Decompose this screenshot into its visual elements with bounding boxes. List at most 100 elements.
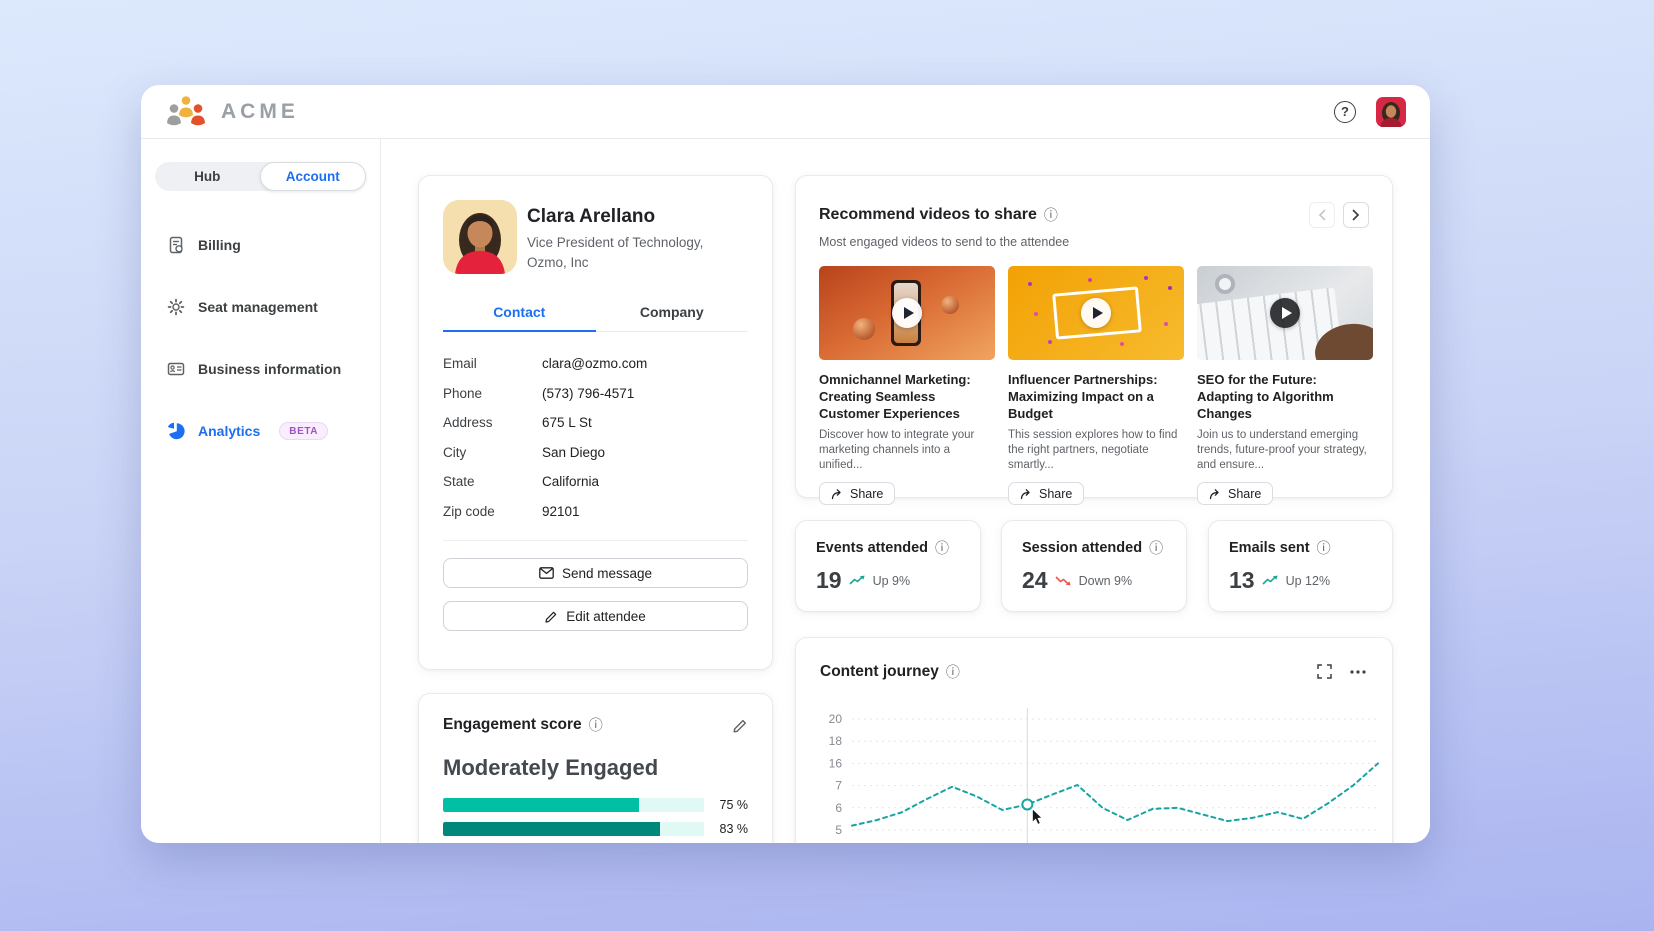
stat-trend-label: Up 9% — [872, 573, 911, 588]
sidebar-item-business-information[interactable]: Business information — [155, 351, 366, 387]
stat-trend-label: Up 12% — [1285, 573, 1331, 588]
sidebar-item-billing[interactable]: Billing — [155, 227, 366, 263]
content-journey-chart[interactable]: 20 18 16 7 6 5 — [796, 700, 1394, 843]
info-icon[interactable]: ⓘ — [588, 717, 603, 733]
stat-value: 19 — [816, 567, 842, 593]
video-tile: Influencer Partnerships: Maximizing Impa… — [1008, 266, 1184, 506]
svg-text:5: 5 — [835, 823, 842, 837]
sidebar-item-label: Billing — [198, 237, 241, 253]
video-tile: Omnichannel Marketing: Creating Seamless… — [819, 266, 995, 506]
pencil-icon — [545, 611, 557, 623]
video-tile: SEO for the Future: Adapting to Algorith… — [1197, 266, 1373, 506]
more-options-button[interactable] — [1348, 668, 1368, 676]
play-icon[interactable] — [892, 298, 922, 328]
field-row-address: Address 675 L St — [443, 408, 748, 438]
field-row-state: State California — [443, 467, 748, 497]
field-label: Zip code — [443, 503, 495, 519]
field-row-city: City San Diego — [443, 438, 748, 468]
share-icon — [831, 489, 841, 500]
sidebar-item-label: Business information — [198, 361, 342, 377]
svg-text:16: 16 — [829, 756, 843, 770]
field-value: 675 L St — [542, 415, 592, 431]
chevron-right-icon — [1352, 209, 1360, 221]
stat-trend-label: Down 9% — [1078, 573, 1133, 588]
engagement-bar-row: 83 % — [443, 822, 748, 836]
video-description: Join us to understand emerging trends, f… — [1197, 428, 1367, 471]
video-thumbnail[interactable] — [1197, 266, 1373, 360]
stat-title: Session attended — [1022, 540, 1143, 556]
send-message-label: Send message — [561, 565, 653, 581]
info-icon[interactable]: ⓘ — [1043, 207, 1058, 223]
field-row-email: Email clara@ozmo.com — [443, 349, 748, 379]
field-value: clara@ozmo.com — [542, 356, 648, 372]
field-value: California — [542, 474, 600, 490]
video-thumbnail[interactable] — [1008, 266, 1184, 360]
carousel-prev-button[interactable] — [1309, 202, 1335, 228]
video-title: Influencer Partnerships: Maximizing Impa… — [1008, 372, 1158, 421]
attendee-tabs: Contact Company — [443, 296, 748, 332]
help-icon[interactable]: ? — [1334, 100, 1356, 123]
stat-value: 24 — [1022, 567, 1048, 593]
stat-title: Events attended — [816, 540, 928, 556]
progress-percent: 75 % — [719, 798, 749, 812]
share-label: Share — [850, 486, 884, 501]
share-button[interactable]: Share — [1197, 482, 1274, 506]
pencil-icon — [733, 719, 747, 733]
field-row-zip: Zip code 92101 — [443, 497, 748, 527]
progress-track — [443, 798, 704, 812]
info-icon[interactable]: ⓘ — [1149, 540, 1164, 556]
segment-hub[interactable]: Hub — [194, 169, 221, 184]
app-header: ACME ? — [141, 85, 1430, 139]
info-icon[interactable]: ⓘ — [935, 540, 949, 556]
progress-fill — [443, 822, 660, 836]
video-title: Omnichannel Marketing: Creating Seamless… — [819, 372, 971, 421]
fullscreen-icon — [1317, 664, 1332, 679]
trend-down-icon — [1055, 575, 1072, 586]
send-message-button[interactable]: Send message — [443, 558, 748, 588]
video-thumbnail[interactable] — [819, 266, 995, 360]
sidebar: Hub Account Billing Seat management Busi… — [141, 139, 381, 843]
engagement-bars: 75 % 83 % — [443, 798, 748, 836]
svg-text:6: 6 — [835, 801, 842, 815]
tab-contact[interactable]: Contact — [443, 296, 596, 332]
tab-company[interactable]: Company — [639, 304, 704, 320]
info-icon[interactable]: ⓘ — [945, 663, 960, 680]
carousel-next-button[interactable] — [1343, 202, 1369, 228]
share-icon — [1020, 489, 1030, 500]
emails-sent-card: Emails sent ⓘ 13 Up 12% — [1208, 520, 1393, 612]
field-label: Email — [443, 356, 477, 372]
edit-attendee-button[interactable]: Edit attendee — [443, 601, 748, 631]
sidebar-item-analytics[interactable]: Analytics BETA — [155, 413, 366, 449]
field-value: (573) 796-4571 — [542, 385, 635, 401]
field-label: Phone — [443, 385, 483, 401]
info-icon[interactable]: ⓘ — [1316, 540, 1331, 556]
video-description: Discover how to integrate your marketing… — [819, 428, 975, 471]
field-label: Address — [443, 415, 493, 431]
sidebar-item-seat-management[interactable]: Seat management — [155, 289, 366, 325]
brand-name: ACME — [221, 99, 299, 123]
video-title: SEO for the Future: Adapting to Algorith… — [1197, 372, 1334, 421]
beta-badge: BETA — [279, 422, 329, 440]
contact-fields: Email clara@ozmo.com Phone (573) 796-4571 … — [443, 349, 748, 526]
recommend-videos-card: Recommend videos to share ⓘ Most engaged… — [795, 175, 1393, 506]
segment-account[interactable]: Account — [259, 162, 366, 191]
events-attended-card: Events attended ⓘ 19 Up 9% — [795, 520, 981, 612]
share-button[interactable]: Share — [1008, 482, 1085, 506]
field-value: San Diego — [542, 444, 606, 460]
fullscreen-button[interactable] — [1315, 662, 1334, 681]
svg-text:7: 7 — [835, 779, 842, 793]
edit-engagement-button[interactable] — [733, 718, 748, 733]
acme-logo-icon — [167, 95, 205, 125]
billing-icon — [169, 236, 183, 254]
field-label: City — [443, 444, 467, 460]
play-icon[interactable] — [1270, 298, 1300, 328]
field-row-phone: Phone (573) 796-4571 — [443, 379, 748, 409]
attendee-name: Clara Arellano — [527, 206, 656, 227]
engagement-level: Moderately Engaged — [443, 755, 659, 780]
user-avatar[interactable] — [1376, 96, 1406, 127]
engagement-title: Engagement score — [443, 716, 582, 733]
share-button[interactable]: Share — [819, 482, 896, 506]
engagement-bar-row: 75 % — [443, 798, 748, 812]
play-icon[interactable] — [1081, 298, 1111, 328]
session-attended-card: Session attended ⓘ 24 Down 9% — [1001, 520, 1187, 612]
